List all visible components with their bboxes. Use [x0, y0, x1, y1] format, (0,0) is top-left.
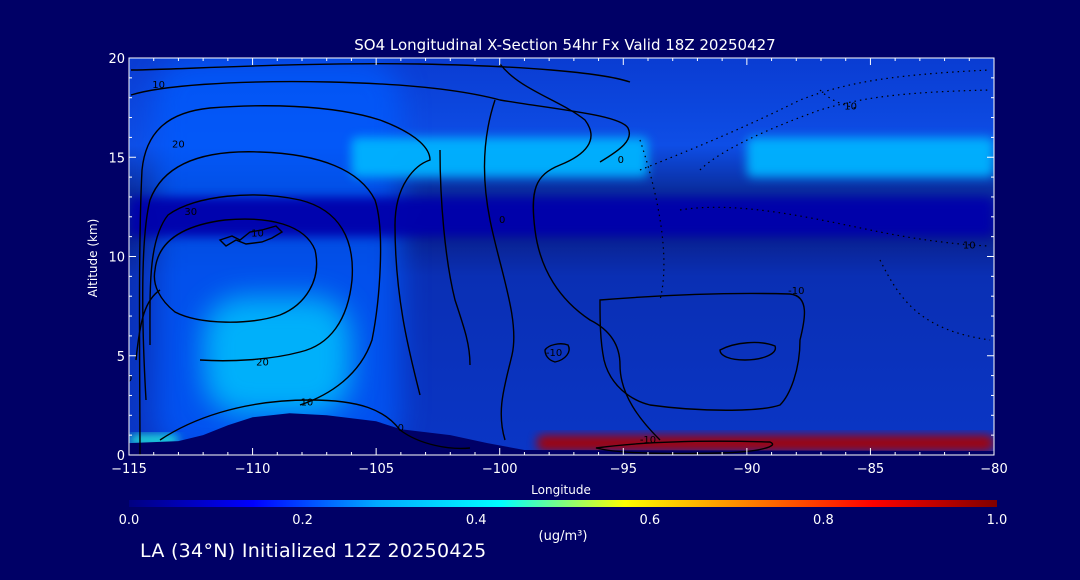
- x-tick-label: −90: [733, 462, 760, 477]
- contour-line: [149, 194, 354, 362]
- x-tick-label: −80: [980, 462, 1007, 477]
- contour-label: -10: [546, 348, 562, 359]
- contour-label: -10: [640, 435, 656, 446]
- concentration-region: [129, 196, 994, 237]
- terrain: [129, 413, 994, 455]
- contour-label: 30: [184, 207, 197, 218]
- colorbar-tick-label: 0.4: [466, 513, 487, 528]
- colorbar-tick-label: 0.6: [639, 513, 660, 528]
- contour-line: [599, 292, 806, 411]
- x-tick-label: −100: [482, 462, 518, 477]
- chart-title: SO4 Longitudinal X-Section 54hr Fx Valid…: [354, 36, 775, 54]
- colorbar-tick-label: 1.0: [987, 513, 1008, 528]
- contour-line: [153, 218, 318, 323]
- contour-label: 0: [398, 423, 404, 434]
- colorbar-ticks: 0.0 0.2 0.4 0.6 0.8 1.0: [119, 513, 1008, 528]
- y-tick-label: 15: [108, 151, 125, 166]
- contour-line: [719, 341, 776, 361]
- concentration-region: [351, 137, 648, 178]
- contour-line: [159, 399, 471, 450]
- y-tick-label: 5: [117, 350, 125, 365]
- contour-line: [499, 63, 661, 441]
- colorbar-label: (ug/m³): [539, 529, 588, 544]
- contour-line: [595, 440, 774, 455]
- contour-line: [138, 105, 431, 455]
- contour-label: -10: [788, 286, 804, 297]
- contour-label: 10: [152, 80, 165, 91]
- x-tick-label: −95: [610, 462, 637, 477]
- contour-labels: 10 20 30 10 20 10 0 0 0 0 -10 -10 -10 10 10: [126, 80, 976, 446]
- contour-lines: [130, 62, 991, 455]
- contour-label: 0: [126, 374, 132, 385]
- colorbar-tick-label: 0.2: [292, 513, 313, 528]
- x-axis: −115 −110 −105 −100 −95 −90 −85 −80: [111, 58, 1008, 477]
- contour-label: 10: [844, 102, 857, 113]
- concentration-region: [203, 296, 352, 416]
- concentration-region: [746, 137, 994, 178]
- concentration-region: [536, 435, 994, 452]
- x-tick-label: −110: [235, 462, 271, 477]
- contour-label: 20: [172, 139, 185, 150]
- x-tick-label: −105: [358, 462, 394, 477]
- contour-line: [483, 99, 515, 441]
- concentration-field: [129, 58, 994, 455]
- x-axis-label: Longitude: [531, 483, 591, 497]
- contour-label: 10: [251, 229, 264, 240]
- footer-caption: LA (34°N) Initialized 12Z 20250425: [140, 540, 487, 562]
- contour-label: 10: [963, 241, 976, 252]
- contour-line: [130, 80, 631, 163]
- y-tick-label: 20: [108, 52, 125, 67]
- dotted-contours: [639, 69, 991, 341]
- contour-line: [639, 69, 991, 171]
- y-axis-label: Altitude (km): [86, 219, 100, 298]
- contour-line: [544, 343, 570, 363]
- contour-label: 10: [301, 397, 314, 408]
- y-tick-label: 0: [117, 449, 125, 464]
- contour-line: [135, 289, 161, 361]
- plot-area: 10 20 30 10 20 10 0 0 0 0 -10 -10 -10 10 10: [126, 58, 994, 455]
- colorbar-tick-label: 0.0: [119, 513, 140, 528]
- x-tick-label: −85: [857, 462, 884, 477]
- contour-line: [439, 149, 471, 366]
- contour-label: 0: [618, 155, 624, 166]
- contour-label: 0: [499, 215, 505, 226]
- contour-line: [218, 225, 284, 247]
- y-tick-label: 10: [108, 251, 125, 266]
- contour-line: [130, 62, 631, 83]
- contour-line: [142, 151, 382, 406]
- colorbar-tick-label: 0.8: [813, 513, 834, 528]
- x-tick-label: −115: [111, 462, 147, 477]
- colorbar: [129, 500, 997, 507]
- contour-label: 20: [256, 358, 269, 369]
